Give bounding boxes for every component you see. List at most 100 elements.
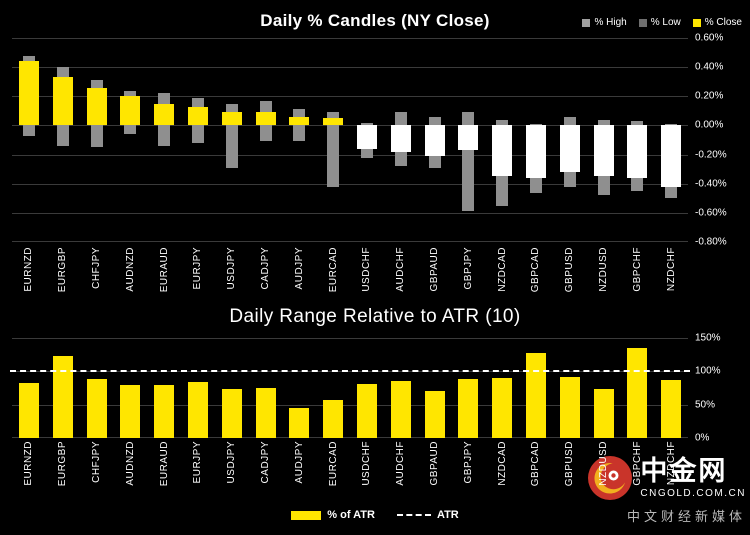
x-tick: CADJPY — [249, 441, 283, 503]
x-tick: GBPCAD — [519, 247, 553, 305]
candle-body — [120, 96, 141, 126]
x-tick: GBPCHF — [620, 441, 654, 503]
x-tick: EURNZD — [12, 441, 46, 503]
candle-body — [559, 125, 580, 172]
x-tick: EURNZD — [12, 247, 46, 305]
atr-bar — [86, 379, 107, 438]
candle-body — [154, 103, 175, 126]
x-tick-label: USDCHF — [361, 441, 373, 486]
candle-wick — [293, 109, 306, 142]
x-tick: NZDUSD — [587, 441, 621, 503]
x-tick-label: NZDUSD — [597, 441, 609, 486]
atr-bar — [221, 389, 242, 438]
x-tick-label: EURNZD — [23, 247, 35, 292]
x-tick: GBPJPY — [451, 247, 485, 305]
y-tick-label: 0.60% — [695, 32, 724, 44]
legend-item-low: % Low — [638, 17, 681, 28]
watermark: 中金网 CNGOLD.COM.CN 中文财经新媒体 — [587, 455, 746, 525]
x-tick-label: USDCHF — [361, 247, 373, 292]
candles-legend: % High % Low % Close — [582, 17, 742, 28]
x-tick-label: EURJPY — [192, 247, 204, 290]
y-tick-label: 0.20% — [695, 90, 724, 102]
x-tick-label: EURGBP — [57, 247, 69, 293]
x-tick-label: USDJPY — [226, 247, 238, 290]
gridline — [12, 437, 688, 438]
x-tick: AUDCHF — [384, 247, 418, 305]
x-tick: USDJPY — [215, 441, 249, 503]
x-tick-label: EURJPY — [192, 441, 204, 484]
x-tick: AUDNZD — [113, 441, 147, 503]
x-tick-label: CHFJPY — [90, 247, 102, 289]
atr-bar — [593, 389, 614, 438]
x-tick-label: AUDJPY — [293, 441, 305, 484]
atr-bar — [255, 388, 276, 438]
x-tick: AUDNZD — [113, 247, 147, 305]
candle-body — [627, 125, 648, 178]
x-tick-label: CADJPY — [259, 247, 271, 290]
legend-item-close: % Close — [692, 17, 742, 28]
atr-legend: % of ATR ATR — [0, 509, 750, 521]
x-tick: GBPCAD — [519, 441, 553, 503]
x-tick: EURJPY — [181, 247, 215, 305]
candle-plot — [12, 38, 688, 242]
gridline — [12, 183, 688, 185]
candle-wick — [327, 112, 340, 187]
y-tick-label: 50% — [695, 399, 716, 411]
x-tick-label: CHFJPY — [90, 441, 102, 483]
x-tick: USDJPY — [215, 247, 249, 305]
atr-bar — [356, 384, 377, 438]
x-tick-label: AUDCHF — [395, 247, 407, 292]
legend-swatch-pct-of-atr — [291, 510, 322, 520]
legend-label-atr: ATR — [436, 509, 459, 521]
candle-body — [187, 106, 208, 126]
x-tick: GBPAUD — [418, 247, 452, 305]
x-tick-label: NZDCAD — [496, 441, 508, 486]
x-tick-label: NZDCHF — [665, 247, 677, 292]
candle-body — [289, 116, 310, 126]
candle-body — [52, 77, 73, 126]
x-tick: GBPCHF — [620, 247, 654, 305]
candle-body — [255, 112, 276, 126]
x-tick-label: GBPCAD — [530, 441, 542, 487]
x-tick: EURJPY — [181, 441, 215, 503]
x-tick: GBPJPY — [451, 441, 485, 503]
x-tick-label: AUDNZD — [124, 441, 136, 486]
x-tick: AUDJPY — [282, 247, 316, 305]
atr-bar — [525, 353, 546, 438]
atr-plot — [10, 338, 690, 438]
x-tick: CHFJPY — [80, 247, 114, 305]
gridline — [12, 125, 688, 127]
legend-label-low: % Low — [650, 17, 681, 28]
x-tick-label: GBPUSD — [564, 247, 576, 293]
gridline — [12, 404, 688, 406]
candle-body — [492, 125, 513, 177]
gridline — [12, 67, 688, 69]
legend-label-high: % High — [594, 17, 627, 28]
x-tick: EURGBP — [46, 441, 80, 503]
x-tick-label: AUDJPY — [293, 247, 305, 290]
x-tick: CADJPY — [249, 247, 283, 305]
watermark-text-block: 中金网 CNGOLD.COM.CN — [640, 457, 746, 499]
x-tick-label: GBPCHF — [631, 247, 643, 292]
candle-body — [525, 125, 546, 178]
legend-label-close: % Close — [704, 17, 742, 28]
candle-body — [323, 118, 344, 126]
atr-chart-title: Daily Range Relative to ATR (10) — [229, 306, 521, 327]
candle-x-axis: EURNZD EURGBP CHFJPY AUDNZD EURAUD EURJPY USDJ… — [12, 247, 688, 305]
x-tick: USDCHF — [350, 247, 384, 305]
atr-bar — [323, 400, 344, 438]
legend-item-pct-of-atr: % of ATR — [291, 509, 375, 521]
legend-item-atr: ATR — [396, 509, 459, 521]
atr-bar — [52, 356, 73, 438]
atr-bar — [458, 379, 479, 438]
atr-bar — [289, 408, 310, 438]
watermark-tagline: 中文财经新媒体 — [626, 509, 746, 524]
gridline — [12, 154, 688, 156]
x-tick-label: EURNZD — [23, 441, 35, 486]
x-tick: EURAUD — [147, 247, 181, 305]
x-tick: EURCAD — [316, 247, 350, 305]
atr-bar — [424, 391, 445, 438]
atr-bar — [187, 382, 208, 438]
gridline — [12, 96, 688, 98]
x-tick: USDCHF — [350, 441, 384, 503]
